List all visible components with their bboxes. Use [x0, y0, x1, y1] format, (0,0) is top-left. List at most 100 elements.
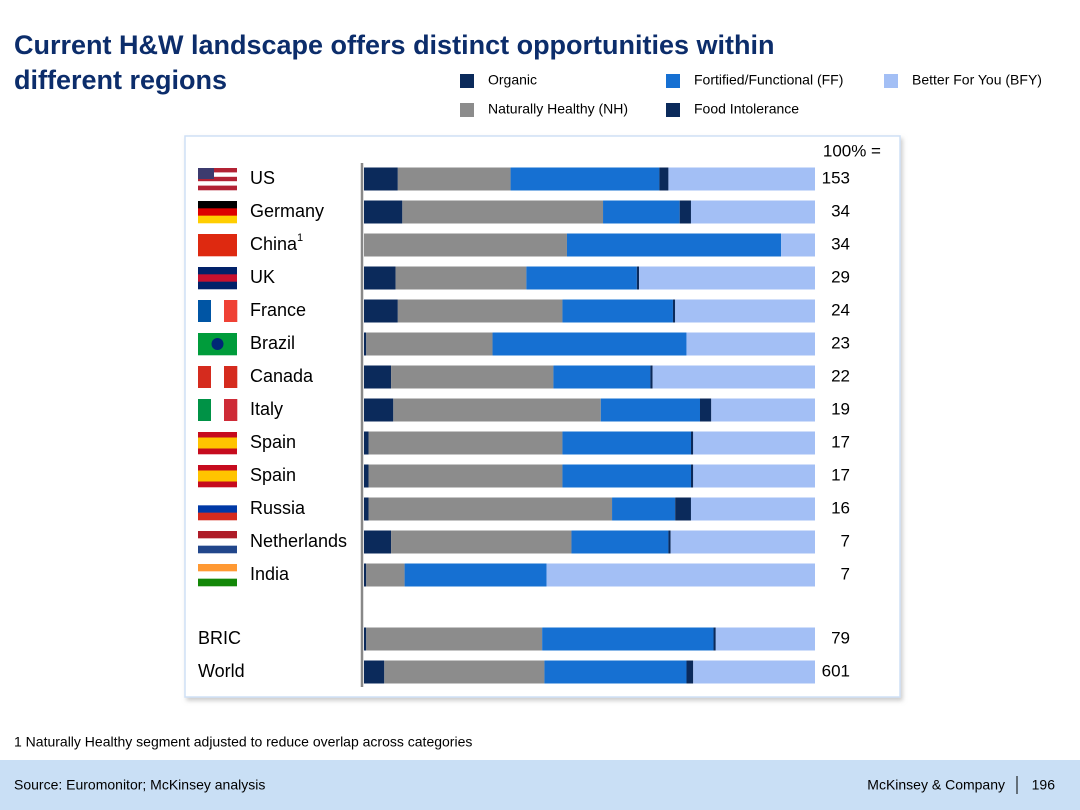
- bar-segment: [364, 627, 367, 651]
- slide-title: Current H&W landscape offers distinct op…: [14, 30, 775, 95]
- category-label: Spain: [250, 465, 296, 485]
- legend-swatch: [460, 103, 474, 117]
- flag: [198, 168, 237, 173]
- bar-segment: [562, 299, 673, 323]
- bar-segment: [668, 167, 815, 191]
- flag: [198, 172, 237, 178]
- category-label: Netherlands: [250, 531, 347, 551]
- flag: [198, 476, 237, 482]
- flag: [198, 505, 237, 513]
- flag: [198, 470, 237, 477]
- flag: [198, 300, 212, 322]
- total-label: 19: [831, 399, 850, 418]
- source: Source: Euromonitor; McKinsey analysis: [14, 777, 265, 793]
- bar-segment: [659, 167, 669, 191]
- bar-segment: [384, 660, 545, 684]
- bar-segment: [364, 233, 567, 257]
- bar-segment: [693, 431, 815, 455]
- bar-segment: [364, 332, 367, 356]
- bar-segment: [713, 627, 716, 651]
- bar-segment: [395, 266, 527, 290]
- total-label: 153: [822, 168, 850, 187]
- category-label: Italy: [250, 399, 283, 419]
- bar-segment: [526, 266, 637, 290]
- bar-segment: [612, 497, 676, 521]
- bar-segment: [668, 530, 671, 554]
- flag: [224, 300, 238, 322]
- bar-segment: [781, 233, 815, 257]
- total-label: 29: [831, 267, 850, 286]
- bar-segment: [510, 167, 660, 191]
- bar-segment: [670, 530, 815, 554]
- bar-segment: [368, 464, 563, 488]
- flag: [211, 399, 225, 421]
- total-label: 22: [831, 366, 850, 385]
- flag: [198, 465, 237, 471]
- bar-segment: [544, 660, 687, 684]
- category-label: BRIC: [198, 628, 241, 648]
- bar-segment: [553, 365, 651, 389]
- flag: [198, 281, 237, 290]
- legend-label: Organic: [488, 72, 537, 88]
- bar-segment: [402, 200, 604, 224]
- flag: [198, 448, 237, 455]
- bar-segment: [603, 200, 680, 224]
- bar-segment: [364, 431, 369, 455]
- total-label: 17: [831, 465, 850, 484]
- company: McKinsey & Company: [867, 777, 1005, 793]
- flag: [224, 366, 238, 388]
- bar-segment: [639, 266, 815, 290]
- bar-segment: [364, 530, 392, 554]
- bar-segment: [368, 431, 563, 455]
- total-header: 100% =: [823, 141, 881, 160]
- bar-segment: [693, 464, 815, 488]
- category-label: US: [250, 168, 275, 188]
- legend-label: Fortified/Functional (FF): [694, 72, 843, 88]
- bar-segment: [492, 332, 687, 356]
- bar-segment: [364, 398, 394, 422]
- bar-segment: [562, 464, 691, 488]
- superscript: 1: [297, 232, 303, 244]
- flag: [198, 443, 237, 449]
- bar-segment: [690, 200, 815, 224]
- footnote: 1 Naturally Healthy segment adjusted to …: [14, 734, 472, 750]
- category-label: China1: [250, 232, 303, 254]
- total-label: 23: [831, 333, 850, 352]
- flag: [198, 437, 237, 444]
- legend-swatch: [884, 74, 898, 88]
- flag: [198, 181, 237, 186]
- flag: [211, 300, 225, 322]
- flag: [198, 498, 237, 506]
- category-label: Germany: [250, 201, 324, 221]
- bar-segment: [364, 266, 396, 290]
- flag: [211, 366, 225, 388]
- page-number: 196: [1032, 777, 1056, 793]
- flag: [198, 531, 237, 539]
- bar-segment: [393, 398, 601, 422]
- flag: [198, 267, 237, 275]
- flag: [198, 538, 237, 546]
- category-label: India: [250, 564, 290, 584]
- flag: [211, 338, 224, 350]
- category-label: World: [198, 661, 245, 681]
- flag: [198, 432, 237, 438]
- bar-segment: [542, 627, 714, 651]
- flag: [198, 564, 237, 572]
- legend-label: Naturally Healthy (NH): [488, 101, 628, 117]
- bar-segment: [672, 299, 676, 323]
- flag: [198, 274, 237, 282]
- bar-segment: [675, 497, 691, 521]
- bar-segment: [679, 200, 691, 224]
- flag: [198, 201, 237, 209]
- flag: [198, 176, 237, 182]
- total-label: 16: [831, 498, 850, 517]
- category-label: Russia: [250, 498, 306, 518]
- bar-segment: [546, 563, 815, 587]
- flag: [198, 399, 212, 421]
- bar-segment: [364, 660, 385, 684]
- legend-swatch: [666, 74, 680, 88]
- bar-segment: [364, 365, 392, 389]
- flag: [198, 185, 237, 191]
